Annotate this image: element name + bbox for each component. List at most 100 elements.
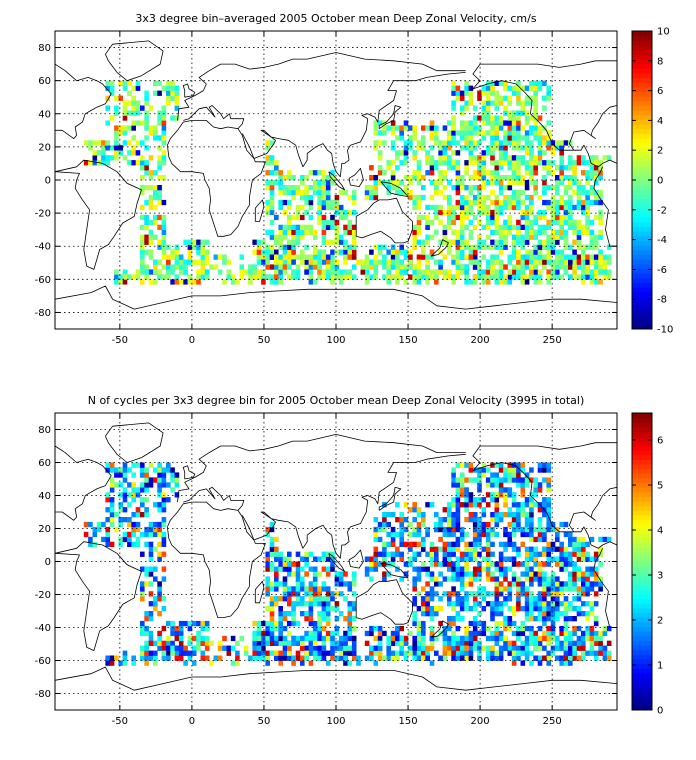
bin-cell (511, 135, 517, 141)
bin-cell (334, 645, 340, 651)
bin-cell (516, 521, 521, 528)
bin-cell (537, 269, 543, 275)
bin-cell (274, 249, 279, 255)
bin-cell (243, 645, 249, 651)
bin-cell (559, 214, 564, 221)
bin-cell (468, 650, 474, 656)
bin-cell (196, 635, 201, 642)
bin-cell (481, 209, 487, 216)
bin-cell (317, 556, 322, 562)
bin-cell (485, 551, 491, 557)
bin-cell (516, 576, 521, 582)
bin-cell (135, 507, 141, 513)
bin-cell (606, 640, 612, 646)
bin-cell (282, 581, 288, 587)
bin-cell (343, 274, 348, 280)
bin-cell (425, 596, 430, 602)
bin-cell (408, 180, 413, 186)
bin-cell (563, 531, 569, 538)
colorbar-swatch (632, 138, 652, 144)
bin-cell (494, 90, 500, 96)
bin-cell (516, 591, 521, 597)
bin-cell (109, 660, 115, 666)
bin-cell (494, 204, 500, 211)
bin-cell (429, 249, 435, 255)
bin-cell (477, 95, 482, 101)
bin-cell (585, 269, 590, 275)
bin-cell (278, 655, 283, 661)
bin-cell (144, 214, 149, 221)
bin-cell (559, 660, 564, 666)
colorbar-swatch (632, 315, 652, 321)
bin-cell (308, 630, 314, 637)
bin-cell (144, 467, 149, 473)
bin-cell (274, 279, 279, 285)
bin-cell (274, 264, 279, 270)
bin-cell (161, 160, 167, 166)
bin-cell (459, 472, 465, 478)
bin-cell (269, 274, 275, 280)
bin-cell (542, 467, 547, 473)
bin-cell (589, 630, 595, 637)
bin-cell (304, 561, 309, 567)
bin-cell (412, 531, 417, 538)
bin-cell (507, 620, 513, 627)
bin-cell (131, 531, 136, 538)
bin-cell (386, 531, 391, 538)
bin-cell (166, 274, 171, 280)
bin-cell (312, 170, 318, 176)
bin-cell (364, 630, 370, 637)
bin-cell (438, 561, 443, 567)
bin-cell (568, 264, 573, 270)
bin-cell (312, 264, 318, 270)
velocity-map-panel: 3x3 degree bin–averaged 2005 October mea… (35, 12, 674, 346)
bin-cell (382, 526, 387, 533)
bin-cell (429, 616, 435, 622)
bin-cell (550, 150, 556, 156)
bin-cell (269, 546, 275, 552)
bin-cell (278, 259, 283, 265)
bin-cell (412, 507, 417, 513)
bin-cell (520, 640, 526, 646)
bin-cell (464, 541, 469, 547)
bin-cell (330, 606, 335, 612)
bin-cell (503, 234, 508, 240)
bin-cell (511, 90, 517, 96)
bin-cell (576, 640, 582, 646)
bin-cell (533, 576, 538, 582)
bin-cell (200, 625, 206, 632)
bin-cell (533, 95, 538, 101)
bin-cell (524, 571, 530, 577)
bin-cell (542, 462, 547, 468)
bin-cell (581, 170, 586, 176)
bin-cell (118, 521, 123, 528)
bin-cell (274, 551, 279, 557)
bin-cell (334, 249, 340, 255)
bin-cell (524, 611, 530, 617)
bin-cell (416, 630, 422, 637)
bin-cell (191, 259, 197, 265)
bin-cell (533, 100, 538, 106)
bin-cell (576, 244, 582, 250)
bin-cell (226, 650, 232, 656)
bin-cell (434, 606, 439, 612)
bin-cell (537, 209, 543, 216)
bin-cell (317, 214, 322, 221)
bin-cell (511, 502, 517, 508)
bin-cell (459, 224, 465, 230)
bin-cell (438, 155, 443, 161)
bin-cell (485, 521, 491, 528)
y-tick-label: 40 (38, 491, 51, 502)
bin-cell (395, 125, 400, 131)
bin-cell (287, 630, 292, 637)
bin-cell (511, 576, 517, 582)
colorbar-swatch (632, 114, 652, 120)
bin-cell (269, 536, 275, 543)
bin-cell (421, 635, 426, 642)
bin-cell (369, 175, 374, 181)
bin-cell (265, 640, 270, 646)
bin-cell (451, 521, 456, 528)
bin-cell (455, 214, 461, 221)
bin-cell (300, 556, 305, 562)
bin-cell (282, 576, 288, 582)
